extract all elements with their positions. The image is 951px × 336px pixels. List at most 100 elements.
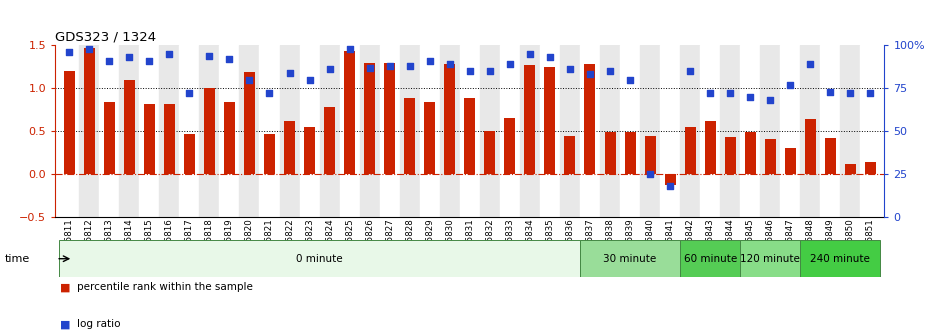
Point [322,67,338,72]
Bar [740,45,760,217]
Bar [660,45,680,217]
Bar [464,98,476,174]
Text: ■: ■ [60,319,70,329]
Bar [685,127,695,174]
Point [142,58,157,64]
Bar [585,64,595,174]
Bar [740,240,801,277]
Bar [223,102,235,174]
Bar [264,134,275,174]
Point [743,94,758,99]
Bar [500,45,520,217]
Bar [304,127,315,174]
Point [122,55,137,60]
Bar [184,134,195,174]
Bar [340,45,359,217]
Bar [160,45,180,217]
Bar [620,45,640,217]
Point [502,61,517,67]
Bar [384,64,396,174]
Bar [524,65,535,174]
Bar [404,98,416,174]
Bar [825,138,836,174]
Point [703,91,718,96]
Bar [364,64,375,174]
Bar [700,45,720,217]
Point [763,97,778,103]
Bar [484,131,495,174]
Point [643,171,658,177]
Bar [600,45,620,217]
Bar [680,45,700,217]
Bar [765,139,776,174]
Bar [220,45,240,217]
Bar [399,45,419,217]
Bar [419,45,439,217]
Point [422,58,437,64]
Bar [720,45,740,217]
Bar [565,136,575,174]
Bar [444,64,456,174]
Point [402,63,417,69]
Point [783,82,798,87]
Bar [84,48,95,174]
Point [522,51,537,57]
Point [281,70,297,76]
Bar [785,148,796,174]
Bar [760,45,780,217]
Text: 60 minute: 60 minute [684,254,737,264]
Bar [359,45,379,217]
Point [482,69,497,74]
Bar [705,121,716,174]
Bar [625,132,635,174]
Bar [124,80,135,174]
Bar [801,240,881,277]
Bar [640,45,660,217]
Point [382,63,398,69]
Bar [821,45,841,217]
Bar [64,71,75,174]
Text: 0 minute: 0 minute [297,254,343,264]
Text: 30 minute: 30 minute [604,254,656,264]
Text: time: time [5,254,30,264]
Text: GDS323 / 1324: GDS323 / 1324 [55,31,156,44]
Bar [119,45,139,217]
Bar [324,107,335,174]
Point [723,91,738,96]
Bar [864,162,876,174]
Point [582,72,597,77]
Point [202,53,217,58]
Bar [805,119,816,174]
Bar [841,45,861,217]
Point [182,91,197,96]
Bar [204,88,215,174]
Bar [861,45,881,217]
Bar [780,45,801,217]
Bar [344,51,355,174]
Point [362,65,378,70]
Bar [79,45,99,217]
Bar [520,45,540,217]
Bar [645,136,655,174]
Bar [665,174,675,185]
Point [863,91,878,96]
Point [683,69,698,74]
Point [663,183,678,188]
Point [162,51,177,57]
Point [843,91,858,96]
Bar [280,45,300,217]
Bar [725,137,736,174]
Point [242,77,257,82]
Bar [605,132,615,174]
Bar [99,45,119,217]
Point [442,61,457,67]
Point [542,55,557,60]
Bar [844,164,856,174]
Text: 240 minute: 240 minute [810,254,870,264]
Point [823,89,838,94]
Point [562,67,577,72]
Point [462,69,477,74]
Bar [459,45,480,217]
Bar [300,45,320,217]
Point [342,46,358,51]
